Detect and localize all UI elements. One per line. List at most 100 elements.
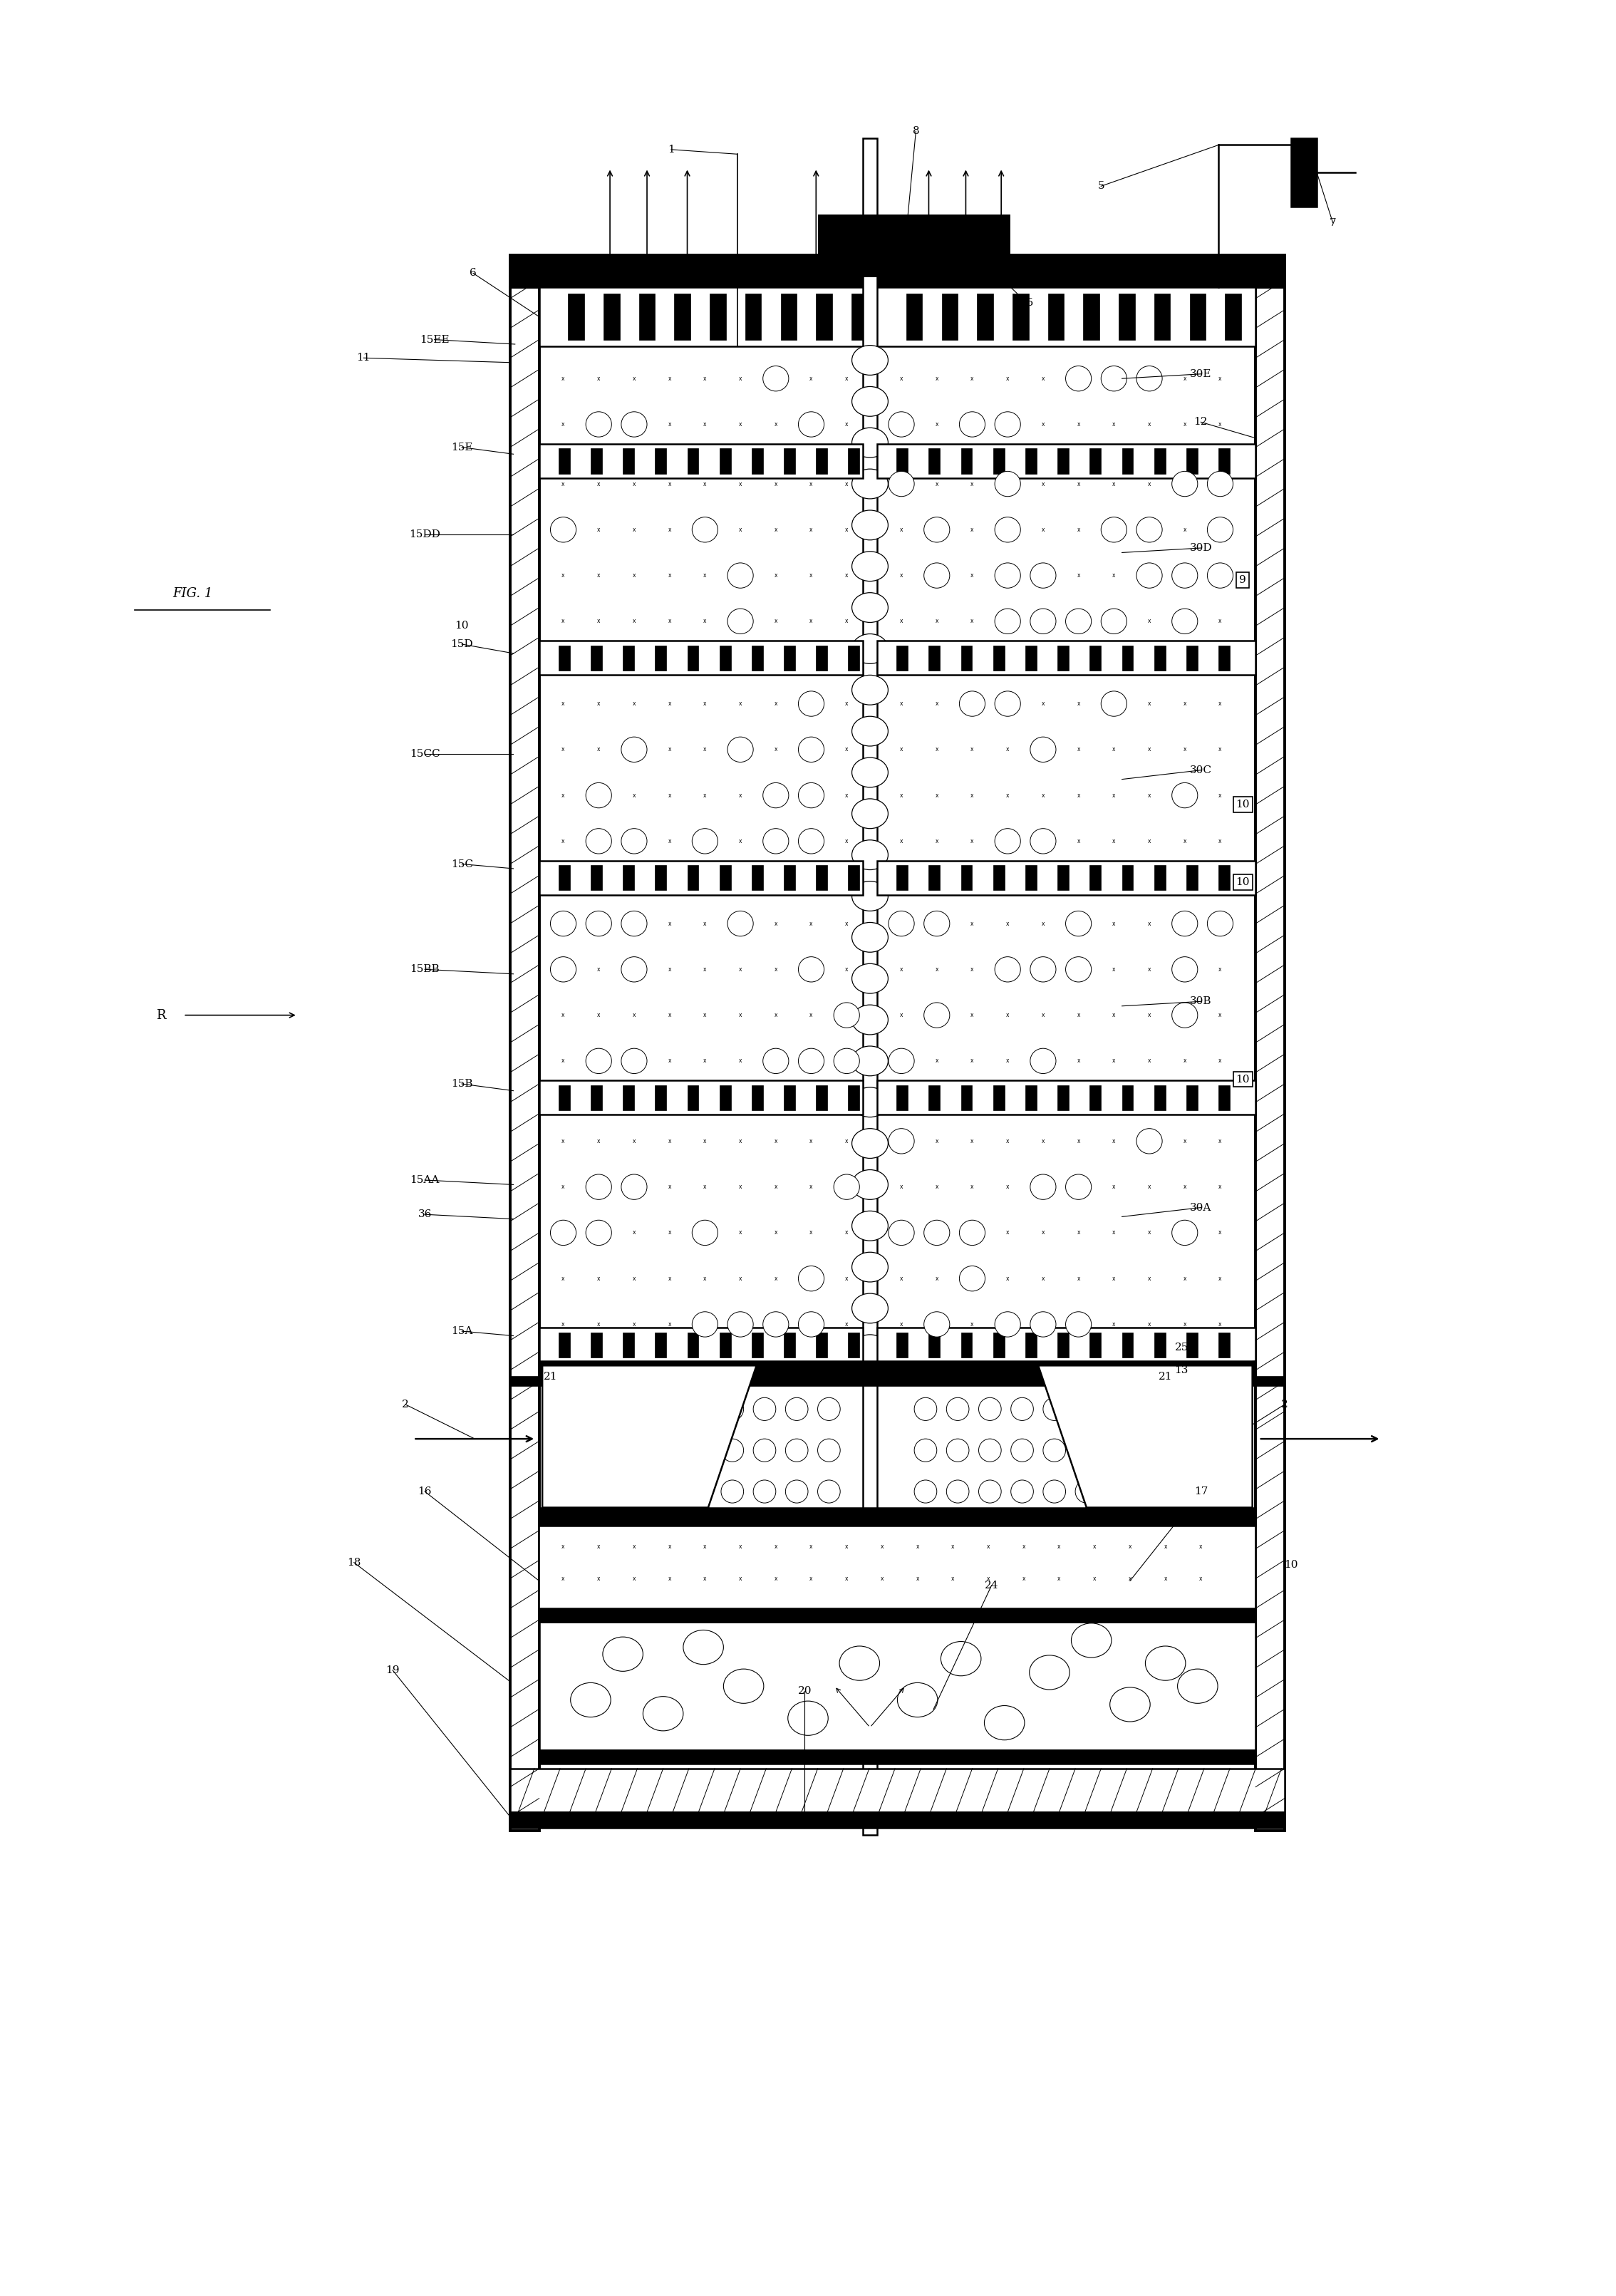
Text: x: x (562, 572, 566, 579)
Ellipse shape (1204, 1398, 1227, 1421)
Text: x: x (703, 618, 706, 625)
Text: x: x (774, 526, 777, 533)
Polygon shape (1037, 1366, 1252, 1508)
Ellipse shape (1029, 1049, 1055, 1075)
Ellipse shape (798, 411, 824, 436)
Text: x: x (845, 700, 848, 707)
Text: x: x (845, 746, 848, 753)
Ellipse shape (721, 1481, 743, 1504)
Bar (1026, 645, 1036, 670)
Text: x: x (596, 1575, 600, 1582)
Ellipse shape (1065, 1311, 1091, 1336)
Text: x: x (1218, 967, 1222, 974)
Ellipse shape (852, 716, 889, 746)
Text: x: x (632, 572, 635, 579)
Bar (511, 1378, 1285, 1387)
Ellipse shape (960, 411, 986, 436)
Bar (848, 1332, 860, 1357)
Text: x: x (845, 618, 848, 625)
Text: x: x (1076, 700, 1079, 707)
Bar (540, 1621, 1256, 1750)
Text: x: x (952, 1607, 955, 1614)
Text: x: x (1007, 374, 1010, 381)
Bar (540, 1607, 1256, 1621)
Text: x: x (810, 618, 813, 625)
Text: x: x (739, 480, 742, 487)
Ellipse shape (1107, 1481, 1130, 1504)
Text: x: x (774, 480, 777, 487)
Ellipse shape (852, 1130, 889, 1157)
Text: x: x (1183, 374, 1186, 381)
Text: x: x (900, 526, 903, 533)
Text: 15EE: 15EE (420, 335, 449, 344)
Ellipse shape (621, 737, 646, 762)
Text: x: x (774, 921, 777, 928)
Bar (687, 1332, 698, 1357)
Bar (654, 645, 666, 670)
Text: x: x (774, 1607, 777, 1614)
Text: x: x (1183, 1058, 1186, 1063)
Text: x: x (987, 1575, 991, 1582)
Bar (559, 448, 570, 473)
Bar (1047, 294, 1063, 340)
Ellipse shape (839, 1646, 879, 1681)
Ellipse shape (995, 957, 1021, 983)
Bar (1154, 645, 1165, 670)
Bar (978, 294, 994, 340)
Ellipse shape (753, 1398, 776, 1421)
Bar (751, 1332, 763, 1357)
Text: x: x (562, 1058, 566, 1063)
Text: x: x (1112, 1013, 1115, 1019)
Text: x: x (596, 1543, 600, 1550)
Ellipse shape (1100, 365, 1126, 390)
Text: x: x (1076, 1013, 1079, 1019)
Text: 6: 6 (470, 269, 477, 278)
Ellipse shape (852, 427, 889, 457)
Text: x: x (1041, 1013, 1044, 1019)
Ellipse shape (1075, 1398, 1097, 1421)
Text: x: x (971, 746, 974, 753)
Text: x: x (1076, 792, 1079, 799)
Ellipse shape (852, 386, 889, 416)
Ellipse shape (724, 1669, 764, 1704)
Bar (654, 866, 666, 891)
Text: x: x (900, 1013, 903, 1019)
Text: x: x (810, 572, 813, 579)
Ellipse shape (1100, 517, 1126, 542)
Bar (687, 645, 698, 670)
Text: x: x (632, 480, 635, 487)
Text: x: x (881, 1607, 884, 1614)
Text: x: x (1092, 1607, 1096, 1614)
Text: x: x (632, 792, 635, 799)
Text: x: x (1007, 1058, 1010, 1063)
Text: x: x (971, 792, 974, 799)
Text: x: x (900, 746, 903, 753)
Text: x: x (1112, 1320, 1115, 1327)
Bar (1256, 287, 1285, 1830)
Text: x: x (562, 1139, 566, 1143)
Text: x: x (703, 420, 706, 427)
Bar (590, 448, 601, 473)
Ellipse shape (1029, 608, 1055, 634)
Text: 21: 21 (1159, 1373, 1172, 1382)
Text: x: x (774, 1575, 777, 1582)
Text: x: x (774, 1543, 777, 1550)
Text: x: x (810, 526, 813, 533)
Ellipse shape (924, 912, 950, 937)
Text: 25: 25 (1020, 298, 1034, 308)
Text: x: x (1183, 1185, 1186, 1189)
Text: x: x (596, 1607, 600, 1614)
Ellipse shape (621, 1049, 646, 1075)
Text: x: x (632, 1543, 635, 1550)
Text: x: x (1147, 1274, 1151, 1281)
Text: x: x (1147, 967, 1151, 974)
Bar (962, 866, 973, 891)
Text: 30C: 30C (1189, 765, 1212, 776)
Text: 13: 13 (1175, 1366, 1188, 1375)
Bar (816, 645, 827, 670)
Text: x: x (1112, 967, 1115, 974)
Ellipse shape (621, 957, 646, 983)
Bar (1089, 1086, 1100, 1111)
Ellipse shape (897, 1683, 937, 1717)
Text: x: x (562, 480, 566, 487)
